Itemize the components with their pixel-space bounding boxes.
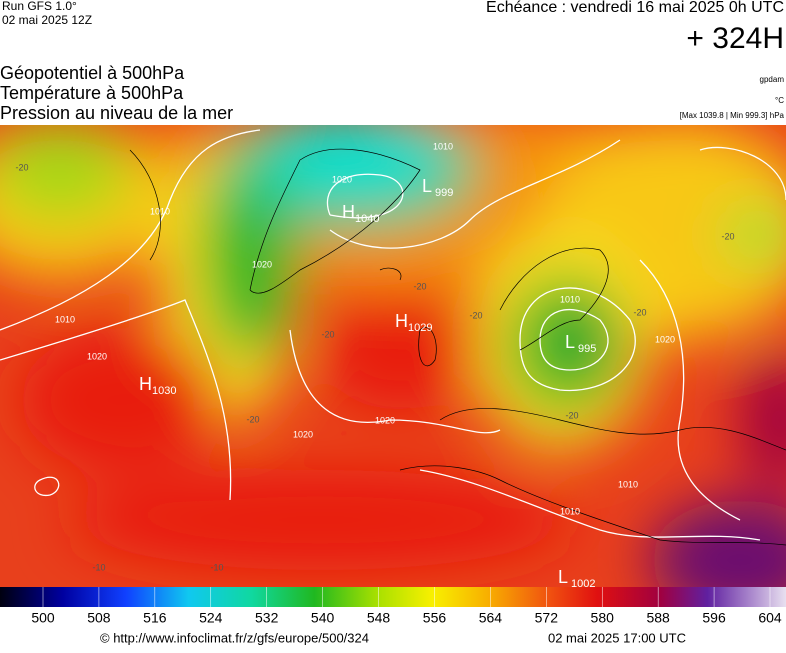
isobar-label: 1020 [375,415,395,425]
isobar-label: 1010 [560,294,580,304]
colorbar-label: 564 [479,610,503,626]
colorbar-label: 596 [702,610,726,626]
center-letter: H [342,202,355,222]
center-letter: L [558,567,568,587]
isobar-label: 1010 [150,206,170,216]
center-letter: H [395,311,408,331]
temperature-label: -10 [92,562,105,572]
colorbar-label: 548 [367,610,391,626]
isobar-label: 1010 [55,314,75,324]
center-value: 1030 [152,385,176,397]
temperature-label: -20 [469,310,482,320]
center-value: 995 [578,343,596,355]
run-date: 02 mai 2025 12Z [2,13,92,27]
unit: °C [775,96,784,105]
run-label: Run GFS 1.0° [2,0,77,13]
colorbar-label: 604 [758,610,782,626]
center-value: 1029 [408,322,432,334]
colorbar-label: 500 [31,610,55,626]
isobar-label: 1010 [618,479,638,489]
isobar-label: 1020 [332,174,352,184]
center-value: 999 [435,187,453,199]
colorbar [0,587,786,607]
temperature-label: -20 [633,307,646,317]
center-value: 1002 [571,578,595,590]
center-letter: H [139,374,152,394]
colorbar-label: 556 [423,610,447,626]
temperature-label: -20 [246,414,259,424]
temperature-label: -20 [721,231,734,241]
center-letter: L [422,176,432,196]
colorbar-label: 580 [591,610,615,626]
unit: gpdam [760,75,785,84]
temperature-label: -10 [210,562,223,572]
isobar-label: 1020 [252,259,272,269]
title: Température à 500hPa [0,83,184,103]
temperature-label: -20 [15,162,28,172]
isobar-label: 1020 [293,429,313,439]
colorbar-label: 572 [535,610,559,626]
temperature-label: -20 [413,281,426,291]
isobar-label: 1020 [655,334,675,344]
isobar-label: 1010 [560,506,580,516]
forecast-time: Echéance : vendredi 16 mai 2025 0h UTC [486,0,784,16]
colorbar-label: 532 [255,610,279,626]
map-field [0,125,786,587]
center-letter: L [565,332,575,352]
title: Pression au niveau de la mer [0,103,233,123]
colorbar-label: 508 [87,610,111,626]
temperature-label: -20 [565,410,578,420]
colorbar-label: 524 [199,610,223,626]
unit: [Max 1039.8 | Min 999.3] hPa [680,111,785,120]
lead-time: + 324H [686,22,784,55]
colorbar-label: 588 [646,610,670,626]
colorbar-label: 540 [311,610,335,626]
colorbar-label: 516 [143,610,167,626]
isobar-label: 1020 [87,351,107,361]
title: Géopotentiel à 500hPa [0,63,185,83]
source-url: © http://www.infoclimat.fr/z/gfs/europe/… [100,630,369,645]
timestamp: 02 mai 2025 17:00 UTC [548,630,686,645]
center-value: 1040 [355,213,379,225]
temperature-label: -20 [321,329,334,339]
isobar-label: 1010 [433,141,453,151]
